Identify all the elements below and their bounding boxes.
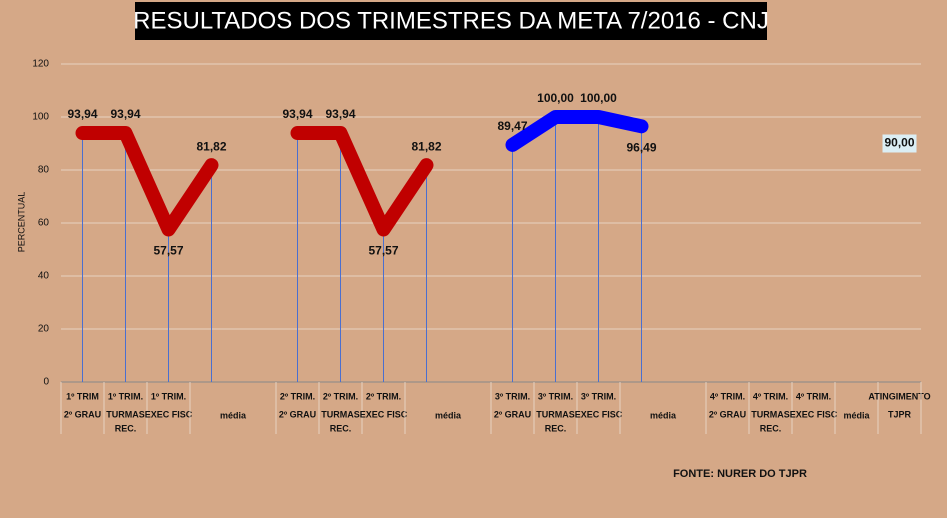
y-tick-label: 100 xyxy=(32,112,49,123)
x-tick-label: 1º TRIM. xyxy=(151,391,186,401)
x-tick-label: ATINGIMENTO xyxy=(868,391,930,401)
x-tick-label: 3º TRIM. xyxy=(495,391,530,401)
value-label: 100,00 xyxy=(537,91,574,105)
x-tick-label: 4º TRIM. xyxy=(710,391,745,401)
x-tick-label: 4º TRIM. xyxy=(796,391,831,401)
x-tick-label: 2º GRAU xyxy=(279,409,316,419)
value-label: 57,57 xyxy=(368,244,398,258)
value-label: 81,82 xyxy=(411,139,441,153)
x-tick-label: média xyxy=(435,410,462,420)
source-note: FONTE: NURER DO TJPR xyxy=(673,468,807,480)
x-tick-label: 2º GRAU xyxy=(709,409,746,419)
x-tick-label: EXEC FISC xyxy=(145,409,193,419)
value-label: 57,57 xyxy=(153,244,183,258)
x-tick-label: REC. xyxy=(760,423,782,433)
x-tick-label: média xyxy=(650,410,677,420)
x-tick-label: 4º TRIM. xyxy=(753,391,788,401)
x-tick-label: 2º GRAU xyxy=(64,409,101,419)
x-tick-label: TURMAS xyxy=(321,409,360,419)
x-tick-label: 1º TRIM xyxy=(66,391,99,401)
y-tick-label: 60 xyxy=(38,218,50,229)
value-label: 96,49 xyxy=(626,140,656,154)
x-tick-label: média xyxy=(220,410,247,420)
value-label: 93,94 xyxy=(110,107,140,121)
value-box xyxy=(882,134,917,153)
y-tick-label: 80 xyxy=(38,165,50,176)
x-tick-label: REC. xyxy=(115,423,137,433)
x-tick-label: 3º TRIM. xyxy=(581,391,616,401)
x-tick-label: EXEC FISC xyxy=(790,409,838,419)
value-label: 93,94 xyxy=(325,107,355,121)
value-label: 93,94 xyxy=(282,107,312,121)
value-label: 93,94 xyxy=(67,107,97,121)
x-tick-label: REC. xyxy=(545,423,567,433)
y-tick-label: 40 xyxy=(38,271,50,282)
x-tick-label: REC. xyxy=(330,423,352,433)
x-tick-label: EXEC FISC xyxy=(360,409,408,419)
y-axis-label: PERCENTUAL xyxy=(16,192,26,253)
x-tick-label: EXEC FISC xyxy=(575,409,623,419)
x-tick-label: TJPR xyxy=(888,409,912,419)
x-tick-label: 2º TRIM. xyxy=(323,391,358,401)
value-label: 100,00 xyxy=(580,91,617,105)
x-tick-label: TURMAS xyxy=(536,409,575,419)
series-line xyxy=(75,126,219,237)
value-label: 81,82 xyxy=(196,139,226,153)
y-tick-label: 20 xyxy=(38,324,50,335)
y-tick-label: 0 xyxy=(43,377,49,388)
x-tick-label: 2º TRIM. xyxy=(280,391,315,401)
chart-title: RESULTADOS DOS TRIMESTRES DA META 7/2016… xyxy=(133,7,769,34)
value-label: 90,00 xyxy=(884,136,914,150)
x-tick-label: 1º TRIM. xyxy=(108,391,143,401)
x-tick-label: TURMAS xyxy=(106,409,145,419)
title-box xyxy=(135,2,767,40)
x-tick-label: 3º TRIM. xyxy=(538,391,573,401)
x-tick-label: TURMAS xyxy=(751,409,790,419)
x-tick-label: 2º TRIM. xyxy=(366,391,401,401)
y-tick-label: 120 xyxy=(32,59,49,70)
series-line xyxy=(290,126,434,237)
series-line xyxy=(505,110,649,152)
x-tick-label: 2º GRAU xyxy=(494,409,531,419)
value-label: 89,47 xyxy=(497,119,527,133)
x-tick-label: média xyxy=(843,410,870,420)
